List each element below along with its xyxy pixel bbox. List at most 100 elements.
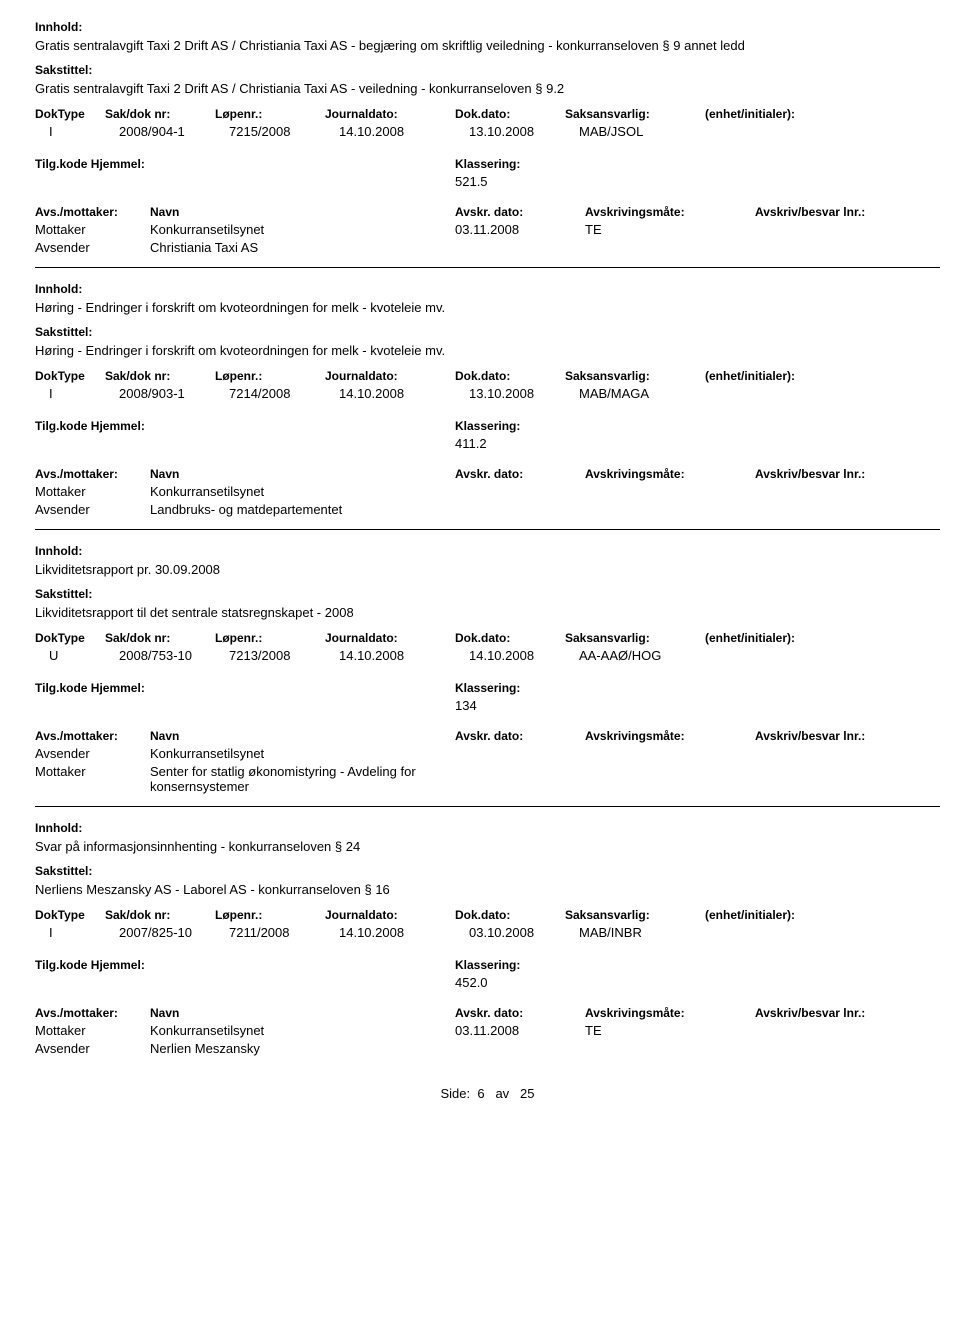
journal-entry: Innhold: Gratis sentralavgift Taxi 2 Dri…	[35, 20, 940, 255]
val-saksansvarlig: MAB/INBR	[579, 925, 719, 940]
party-row: Mottaker Senter for statlig økonomistyri…	[35, 764, 940, 794]
hdr-avskrmate: Avskrivingsmåte:	[585, 729, 755, 743]
party-header-row: Avs./mottaker: Navn Avskr. dato: Avskriv…	[35, 729, 940, 743]
meta-data-row: I 2008/904-1 7215/2008 14.10.2008 13.10.…	[35, 124, 940, 139]
hdr-avsmottaker: Avs./mottaker:	[35, 205, 150, 219]
party-header-row: Avs./mottaker: Navn Avskr. dato: Avskriv…	[35, 205, 940, 219]
tilg-row: Tilg.kode Hjemmel: Klassering: 134	[35, 681, 940, 713]
party-avskr-mate	[585, 746, 755, 761]
hdr-sakdok: Sak/dok nr:	[105, 908, 215, 922]
party-avskr-dato: 03.11.2008	[455, 1023, 585, 1038]
party-avskr-mate	[585, 240, 755, 255]
val-doktype: U	[35, 648, 119, 663]
hdr-avskrmate: Avskrivingsmåte:	[585, 467, 755, 481]
hdr-avskrmate: Avskrivingsmåte:	[585, 205, 755, 219]
party-row: Mottaker Konkurransetilsynet	[35, 484, 940, 499]
klassering-value: 452.0	[455, 975, 520, 990]
party-role: Avsender	[35, 240, 150, 255]
party-name: Nerlien Meszansky	[150, 1041, 455, 1056]
innhold-label: Innhold:	[35, 821, 940, 835]
innhold-text: Svar på informasjonsinnhenting - konkurr…	[35, 838, 940, 856]
meta-data-row: U 2008/753-10 7213/2008 14.10.2008 14.10…	[35, 648, 940, 663]
innhold-text: Gratis sentralavgift Taxi 2 Drift AS / C…	[35, 37, 940, 55]
sakstittel-label: Sakstittel:	[35, 325, 940, 339]
hdr-avskrdato: Avskr. dato:	[455, 729, 585, 743]
tilg-row: Tilg.kode Hjemmel: Klassering: 521.5	[35, 157, 940, 189]
footer-total: 25	[520, 1086, 534, 1101]
tilgkode-label: Tilg.kode	[35, 958, 87, 972]
party-role: Avsender	[35, 746, 150, 761]
party-avskr-mate	[585, 764, 755, 794]
party-row: Mottaker Konkurransetilsynet 03.11.2008 …	[35, 1023, 940, 1038]
hdr-saksansvarlig: Saksansvarlig:	[565, 369, 705, 383]
party-row: Avsender Landbruks- og matdepartementet	[35, 502, 940, 517]
party-avskr-mate	[585, 1041, 755, 1056]
hdr-dokdato: Dok.dato:	[455, 631, 565, 645]
sakstittel-text: Nerliens Meszansky AS - Laborel AS - kon…	[35, 881, 940, 899]
party-role: Mottaker	[35, 222, 150, 237]
party-avskr-dato: 03.11.2008	[455, 222, 585, 237]
val-sakdok: 2007/825-10	[119, 925, 229, 940]
sakstittel-label: Sakstittel:	[35, 63, 940, 77]
hdr-avskrivbesvar: Avskriv/besvar lnr.:	[755, 205, 940, 219]
innhold-label: Innhold:	[35, 282, 940, 296]
party-avskr-dato	[455, 240, 585, 255]
hdr-avskrivbesvar: Avskriv/besvar lnr.:	[755, 1006, 940, 1020]
party-role: Mottaker	[35, 764, 150, 794]
party-name: Konkurransetilsynet	[150, 1023, 455, 1038]
party-avskr-mate	[585, 484, 755, 499]
klassering-label: Klassering:	[455, 157, 520, 171]
hdr-saksansvarlig: Saksansvarlig:	[565, 908, 705, 922]
party-role: Avsender	[35, 502, 150, 517]
val-doktype: I	[35, 925, 119, 940]
val-saksansvarlig: MAB/MAGA	[579, 386, 719, 401]
entry-separator	[35, 806, 940, 807]
sakstittel-text: Likviditetsrapport til det sentrale stat…	[35, 604, 940, 622]
party-name: Christiania Taxi AS	[150, 240, 455, 255]
hdr-avskrivbesvar: Avskriv/besvar lnr.:	[755, 729, 940, 743]
val-sakdok: 2008/753-10	[119, 648, 229, 663]
tilgkode-label: Tilg.kode	[35, 157, 87, 171]
party-header-row: Avs./mottaker: Navn Avskr. dato: Avskriv…	[35, 1006, 940, 1020]
val-journaldato: 14.10.2008	[339, 386, 469, 401]
hdr-avskrivbesvar: Avskriv/besvar lnr.:	[755, 467, 940, 481]
party-row: Avsender Christiania Taxi AS	[35, 240, 940, 255]
val-saksansvarlig: MAB/JSOL	[579, 124, 719, 139]
val-saksansvarlig: AA-AAØ/HOG	[579, 648, 719, 663]
val-dokdato: 13.10.2008	[469, 124, 579, 139]
meta-header-row: DokType Sak/dok nr: Løpenr.: Journaldato…	[35, 369, 940, 383]
hdr-enhet: (enhet/initialer):	[705, 631, 940, 645]
val-journaldato: 14.10.2008	[339, 648, 469, 663]
party-avskr-dato	[455, 764, 585, 794]
val-doktype: I	[35, 386, 119, 401]
hdr-lopenr: Løpenr.:	[215, 631, 325, 645]
klassering-value: 411.2	[455, 436, 520, 451]
innhold-text: Høring - Endringer i forskrift om kvoteo…	[35, 299, 940, 317]
party-avskr-mate: TE	[585, 222, 755, 237]
footer-sep: av	[495, 1086, 509, 1101]
party-avskr-mate	[585, 502, 755, 517]
hdr-enhet: (enhet/initialer):	[705, 369, 940, 383]
val-dokdato: 03.10.2008	[469, 925, 579, 940]
party-avskr-mate: TE	[585, 1023, 755, 1038]
hdr-avsmottaker: Avs./mottaker:	[35, 729, 150, 743]
party-role: Mottaker	[35, 484, 150, 499]
hdr-doktype: DokType	[35, 369, 105, 383]
party-role: Avsender	[35, 1041, 150, 1056]
party-header-row: Avs./mottaker: Navn Avskr. dato: Avskriv…	[35, 467, 940, 481]
val-doktype: I	[35, 124, 119, 139]
val-sakdok: 2008/903-1	[119, 386, 229, 401]
hdr-avskrmate: Avskrivingsmåte:	[585, 1006, 755, 1020]
meta-header-row: DokType Sak/dok nr: Løpenr.: Journaldato…	[35, 107, 940, 121]
val-journaldato: 14.10.2008	[339, 124, 469, 139]
meta-header-row: DokType Sak/dok nr: Løpenr.: Journaldato…	[35, 631, 940, 645]
party-role: Mottaker	[35, 1023, 150, 1038]
sakstittel-label: Sakstittel:	[35, 587, 940, 601]
val-lopenr: 7211/2008	[229, 925, 339, 940]
klassering-value: 521.5	[455, 174, 520, 189]
hjemmel-label: Hjemmel:	[91, 681, 145, 695]
hdr-navn: Navn	[150, 467, 455, 481]
party-avskr-dato	[455, 484, 585, 499]
innhold-label: Innhold:	[35, 20, 940, 34]
hdr-dokdato: Dok.dato:	[455, 107, 565, 121]
